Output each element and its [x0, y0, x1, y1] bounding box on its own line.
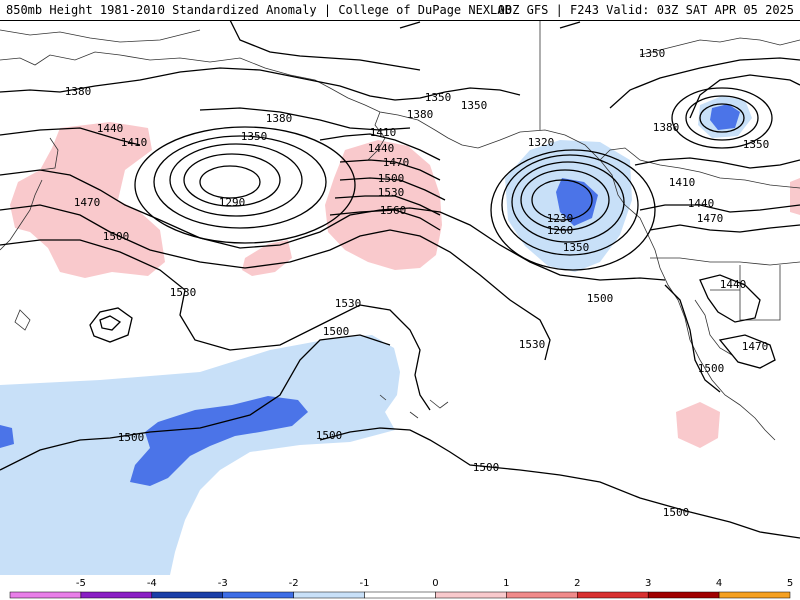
coastlines	[0, 20, 800, 441]
contour-label: 1530	[170, 286, 197, 299]
contour-label: 1500	[323, 325, 350, 338]
contour-label: 1410	[121, 136, 148, 149]
colorbar-swatch	[293, 591, 365, 599]
colorbar-tick-label: 5	[787, 578, 793, 589]
contour-label: 1500	[663, 506, 690, 519]
contour-label: 1530	[519, 338, 546, 351]
contour-label: 1350	[743, 138, 770, 151]
neg-anomaly-pacific-core	[130, 396, 308, 486]
colorbar-swatch	[506, 591, 578, 599]
colorbar-swatch	[647, 591, 720, 599]
colorbar-tick-label: 2	[574, 578, 580, 589]
contour-label: 1560	[380, 204, 407, 217]
colorbar-swatch	[80, 591, 153, 599]
contour-label: 1380	[65, 85, 92, 98]
contour-label: 1350	[639, 47, 666, 60]
contour-label: 1500	[118, 431, 145, 444]
contour-label: 1500	[698, 362, 725, 375]
contour-label: 1440	[688, 197, 715, 210]
anomaly-shading	[0, 96, 800, 575]
colorbar-tick-label: 1	[503, 578, 509, 589]
colorbar-swatch	[222, 591, 294, 599]
contour-label: 1500	[473, 461, 500, 474]
contour-label: 1500	[103, 230, 130, 243]
contour-label: 1530	[335, 297, 362, 310]
contour-label: 1380	[407, 108, 434, 121]
contour-label: 1260	[547, 224, 574, 237]
weather-map: 1380 1440 1410 1350 1290 1470 1500 1530 …	[0, 20, 800, 575]
colorbar-tick-label: -3	[218, 578, 228, 589]
pos-anomaly-east	[790, 178, 800, 215]
contour-label: 1410	[669, 176, 696, 189]
colorbar-swatch	[9, 591, 82, 599]
contour-label: 1320	[528, 136, 555, 149]
colorbar-tick-label: -1	[360, 578, 370, 589]
pos-anomaly-baja	[676, 402, 720, 448]
height-contours	[0, 20, 800, 539]
contour-labels: 1380 1440 1410 1350 1290 1470 1500 1530 …	[65, 47, 770, 519]
map-title: 850mb Height 1981-2010 Standardized Anom…	[6, 3, 512, 17]
colorbar-swatch	[151, 591, 223, 599]
contour-label: 1500	[378, 172, 405, 185]
contour-label: 1380	[653, 121, 680, 134]
colorbar-swatch	[577, 591, 649, 599]
colorbar-swatch	[364, 591, 436, 599]
contour-label: 1470	[697, 212, 724, 225]
contour-label: 1500	[587, 292, 614, 305]
contour-label: 1440	[368, 142, 395, 155]
map-header: 850mb Height 1981-2010 Standardized Anom…	[0, 0, 800, 21]
colorbar-tick-label: -4	[147, 578, 157, 589]
contour-label: 1530	[378, 186, 405, 199]
colorbar-tick-label: -2	[289, 578, 299, 589]
pos-anomaly-central	[325, 140, 442, 270]
anomaly-colorbar: -5 -4 -3 -2 -1 0 1 2 3 4 5	[9, 578, 793, 599]
contour-label: 1440	[97, 122, 124, 135]
contour-label: 1230	[547, 212, 574, 225]
neg-anomaly-canada-core	[710, 104, 740, 130]
contour-label: 1470	[742, 340, 769, 353]
contour-label: 1350	[425, 91, 452, 104]
contour-label: 1500	[316, 429, 343, 442]
contour-label: 1350	[241, 130, 268, 143]
colorbar-tick-label: 3	[645, 578, 651, 589]
contour-label: 1410	[370, 126, 397, 139]
neg-anomaly-pacific	[0, 335, 400, 575]
colorbar-swatch	[435, 591, 507, 599]
colorbar-swatch	[718, 591, 791, 599]
contour-label: 1380	[266, 112, 293, 125]
contour-label: 1350	[461, 99, 488, 112]
contour-label: 1440	[720, 278, 747, 291]
contour-label: 1350	[563, 241, 590, 254]
contour-label: 1470	[74, 196, 101, 209]
colorbar-tick-label: 0	[432, 578, 438, 589]
contour-label: 1290	[219, 196, 246, 209]
colorbar-tick-label: 4	[716, 578, 722, 589]
colorbar-tick-label: -5	[76, 578, 86, 589]
contour-label: 1470	[383, 156, 410, 169]
neg-anomaly-pacific-core-west	[0, 425, 14, 448]
model-run-valid-time: 00Z GFS | F243 Valid: 03Z SAT APR 05 202…	[497, 3, 794, 17]
